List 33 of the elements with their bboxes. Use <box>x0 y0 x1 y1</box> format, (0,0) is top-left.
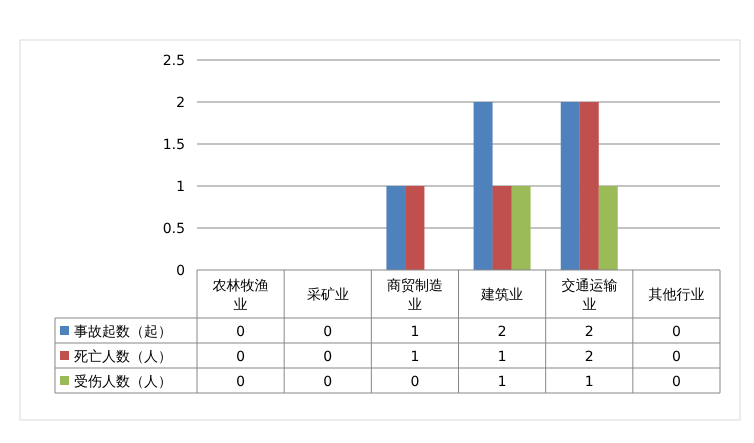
data-label: 1 <box>410 349 420 365</box>
y-tick-label: 2 <box>176 95 185 111</box>
y-tick-label: 1 <box>176 179 185 195</box>
data-label: 2 <box>584 349 594 365</box>
data-label: 0 <box>410 374 420 390</box>
legend-label: 受伤人数（人） <box>74 374 172 390</box>
x-tick-label: 交通运输业 <box>561 278 618 313</box>
data-label: 0 <box>323 349 332 365</box>
x-tick-label: 采矿业 <box>306 287 349 303</box>
data-label: 2 <box>584 324 594 340</box>
data-label: 0 <box>323 324 332 340</box>
x-tick-label: 建筑业 <box>480 287 524 303</box>
data-label: 0 <box>236 374 246 390</box>
data-label: 0 <box>672 324 681 340</box>
x-tick-label: 农林牧渔业 <box>212 278 269 313</box>
y-tick-label: 1.5 <box>162 137 185 153</box>
x-tick-label: 商贸制造业 <box>386 278 443 313</box>
y-tick-label: 0.5 <box>162 221 185 237</box>
x-tick-label: 其他行业 <box>648 287 704 303</box>
data-label: 1 <box>498 374 507 390</box>
data-label: 0 <box>672 374 681 390</box>
legend-label: 事故起数（起） <box>74 324 172 340</box>
legend-label: 死亡人数（人） <box>74 349 172 365</box>
data-label: 2 <box>498 324 507 340</box>
data-label: 1 <box>498 349 507 365</box>
data-label: 0 <box>323 374 332 390</box>
y-tick-label: 0 <box>176 263 185 279</box>
data-label: 0 <box>236 349 246 365</box>
data-label: 0 <box>672 349 681 365</box>
data-label: 1 <box>584 374 594 390</box>
data-label: 0 <box>236 324 246 340</box>
y-tick-label: 2.5 <box>162 53 185 69</box>
data-label: 1 <box>410 324 420 340</box>
